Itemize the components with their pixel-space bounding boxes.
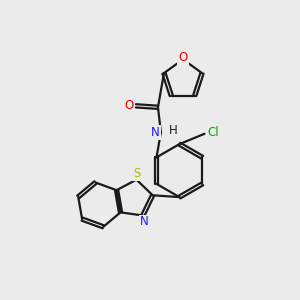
Text: O: O — [178, 51, 188, 64]
Text: H: H — [169, 124, 178, 137]
Text: Cl: Cl — [207, 126, 218, 139]
Text: O: O — [125, 99, 134, 112]
Text: S: S — [133, 167, 140, 180]
Text: N: N — [151, 126, 160, 139]
Text: N: N — [140, 215, 148, 229]
